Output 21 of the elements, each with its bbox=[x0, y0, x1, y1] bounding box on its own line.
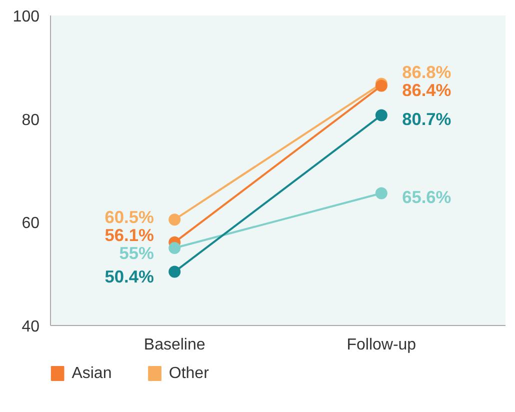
point bbox=[168, 242, 181, 254]
data-label: 60.5% bbox=[104, 206, 154, 227]
legend-label: Other bbox=[168, 365, 210, 382]
data-label: 50.4% bbox=[104, 266, 154, 287]
data-label: 56.1% bbox=[104, 224, 154, 245]
y-tick-label: 60 bbox=[22, 215, 40, 232]
point bbox=[375, 187, 388, 200]
y-tick-label: 80 bbox=[22, 112, 40, 129]
x-tick-label: Follow-up bbox=[346, 336, 416, 354]
data-label: 55% bbox=[119, 242, 154, 263]
y-tick-label: 40 bbox=[22, 318, 40, 336]
data-label: 86.4% bbox=[402, 80, 452, 100]
point bbox=[168, 266, 181, 278]
x-tick-label: Baseline bbox=[144, 336, 206, 354]
data-label: 86.8% bbox=[402, 62, 452, 82]
point bbox=[375, 109, 388, 122]
y-tick-label: 100 bbox=[12, 8, 40, 26]
data-label: 80.7% bbox=[402, 109, 452, 130]
data-label: 65.6% bbox=[402, 187, 452, 208]
point bbox=[168, 214, 181, 226]
legend-label: Asian bbox=[72, 365, 112, 382]
